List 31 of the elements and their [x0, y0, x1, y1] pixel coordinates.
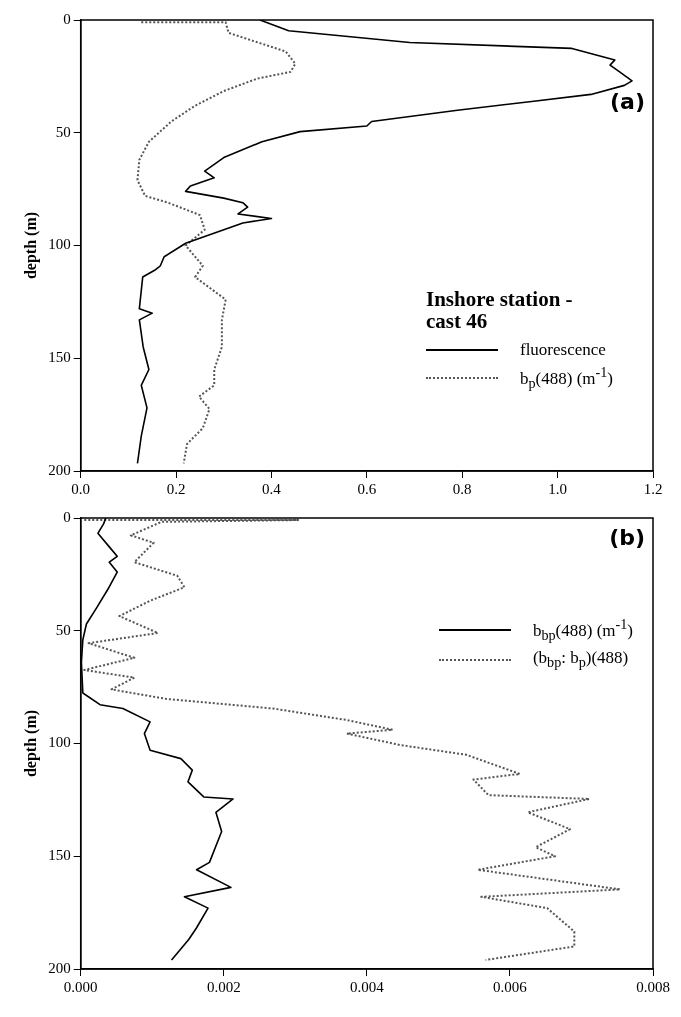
x-tick-label: 1.0 [548, 480, 567, 497]
x-tick-label: 0.0 [71, 480, 91, 497]
y-tick-label: 150 [48, 349, 71, 366]
y-tick-label: 100 [48, 236, 71, 253]
y-tick-label: 200 [48, 461, 71, 478]
chart-title: (b) [609, 524, 645, 550]
x-tick-label: 0.2 [166, 480, 186, 497]
y-tick-label: 0 [63, 508, 71, 525]
x-tick-label: 0.4 [262, 480, 282, 497]
y-tick-label: 50 [55, 123, 71, 140]
x-tick-label: 0.6 [357, 480, 377, 497]
x-tick-label: 0.000 [63, 978, 98, 995]
x-tick-label: 0.002 [206, 978, 241, 995]
text: (a) [610, 88, 645, 114]
y-tick-label: 50 [55, 621, 71, 638]
legend-label: b$_{bp}$(488) (m$^{-1}$) [532, 616, 633, 645]
x-tick-label: 0.006 [493, 978, 528, 995]
y-tick-label: 100 [48, 734, 71, 751]
annotation: Inshore station - cast 46 [425, 287, 574, 334]
legend-label: fluorescence [519, 340, 606, 361]
y-axis-title: depth (m) [21, 709, 40, 778]
legend-label: (b$_{bp}$: b$_{p}$)(488) [532, 648, 629, 672]
y-tick-label: 200 [48, 959, 71, 976]
x-tick-label: 1.2 [643, 480, 663, 497]
x-tick-label: 0.8 [452, 480, 472, 497]
legend-label: b$_{p}$(488) (m$^{-1}$) [519, 364, 613, 393]
x-tick-label: 0.008 [636, 978, 670, 995]
y-axis-title: depth (m) [21, 211, 40, 280]
y-tick-label: 0 [63, 10, 71, 27]
y-tick-label: 150 [48, 847, 71, 864]
x-tick-label: 0.004 [349, 978, 385, 995]
